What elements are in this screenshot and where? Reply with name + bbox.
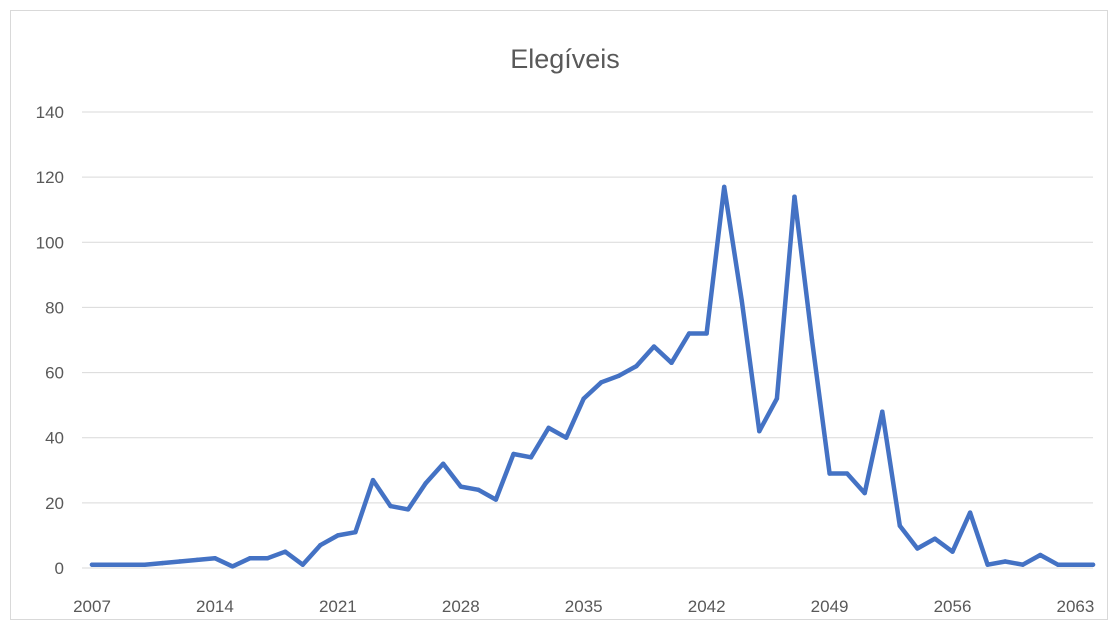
y-tick-label: 60	[45, 364, 64, 383]
y-tick-label: 140	[36, 103, 64, 122]
data-point	[89, 562, 95, 567]
data-point	[107, 562, 112, 567]
y-tick-label: 0	[55, 559, 64, 578]
data-point	[563, 435, 569, 440]
data-point	[195, 557, 200, 563]
y-tick-label: 120	[36, 168, 64, 187]
data-point	[335, 533, 341, 538]
x-tick-label: 2056	[934, 597, 972, 616]
x-tick-label: 2042	[688, 597, 726, 616]
data-point	[862, 490, 867, 496]
data-point	[405, 507, 411, 512]
gridlines	[82, 111, 1093, 569]
data-point	[739, 298, 744, 304]
chart-title: Elegíveis	[510, 44, 620, 74]
series-layer	[89, 184, 1096, 569]
data-point	[1073, 562, 1078, 567]
series-line-0	[89, 184, 1096, 569]
data-point	[546, 425, 551, 431]
data-point	[897, 523, 903, 528]
data-point	[985, 562, 990, 567]
y-tick-label: 20	[45, 494, 64, 513]
data-point	[493, 497, 499, 502]
data-point	[142, 562, 147, 567]
data-point	[318, 543, 323, 548]
data-point	[686, 331, 692, 336]
data-point	[967, 510, 973, 515]
data-point	[1020, 562, 1025, 567]
x-tick-label: 2007	[73, 597, 111, 616]
data-point	[476, 487, 481, 493]
data-point	[827, 471, 832, 476]
data-point	[581, 396, 586, 401]
data-point	[932, 536, 938, 541]
y-axis-ticks: 0 20 40 60 80 100 120 140	[36, 103, 64, 578]
data-point	[704, 331, 709, 336]
x-tick-label: 2063	[1057, 597, 1095, 616]
data-point	[528, 455, 534, 460]
data-point	[950, 549, 955, 554]
data-point	[458, 484, 463, 489]
data-point	[230, 564, 235, 569]
data-point	[634, 363, 639, 369]
data-point	[792, 194, 797, 199]
data-point	[722, 184, 727, 190]
data-point	[669, 360, 674, 365]
data-point	[599, 380, 604, 385]
y-tick-label: 40	[45, 429, 64, 448]
data-point	[757, 429, 762, 434]
data-point	[300, 562, 305, 567]
x-axis-ticks: 2007 2014 2021 2028 2035 2042 2049 2056 2063	[73, 597, 1094, 616]
data-point	[177, 559, 183, 564]
data-point	[282, 549, 288, 554]
data-point	[915, 546, 920, 551]
y-tick-label: 100	[36, 233, 64, 252]
data-point	[423, 481, 428, 486]
data-point	[880, 409, 885, 414]
data-point	[388, 503, 393, 509]
data-point	[124, 562, 130, 567]
data-point	[1002, 559, 1008, 564]
data-point	[774, 396, 780, 401]
data-point	[265, 556, 270, 561]
data-point	[1090, 562, 1096, 567]
data-point	[1038, 552, 1043, 558]
data-point	[616, 373, 622, 379]
data-point	[844, 471, 850, 476]
x-tick-label: 2035	[565, 597, 603, 616]
data-point	[247, 556, 253, 561]
data-point	[160, 560, 165, 566]
x-tick-label: 2028	[442, 597, 480, 616]
data-point	[1055, 562, 1061, 567]
x-tick-label: 2021	[319, 597, 357, 616]
y-tick-label: 80	[45, 298, 64, 317]
data-point	[809, 337, 815, 343]
data-point	[441, 461, 446, 466]
data-point	[511, 451, 516, 457]
x-tick-label: 2049	[811, 597, 849, 616]
data-point	[370, 477, 376, 483]
data-point	[212, 556, 218, 561]
data-point	[651, 344, 657, 349]
x-tick-label: 2014	[196, 597, 234, 616]
data-point	[353, 529, 358, 535]
